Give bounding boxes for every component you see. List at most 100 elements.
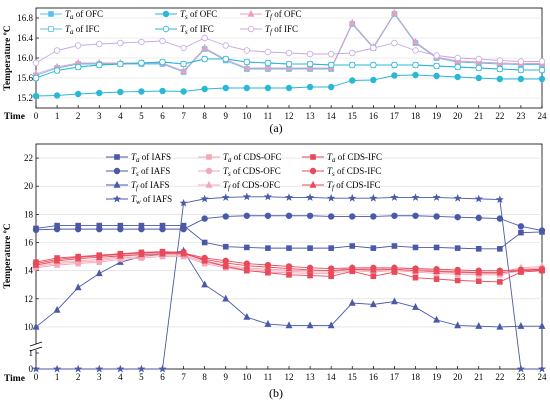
data-point-ts_ofc [517, 75, 525, 83]
series-tf_cds_ifc [32, 249, 546, 276]
data-point-tw_iafs [369, 193, 378, 202]
panel-b-x-tick-label: 4 [118, 372, 123, 382]
data-point-ts_ifc [96, 61, 103, 69]
data-point-tf_ofc [306, 63, 314, 71]
data-point-tf_ifc [180, 44, 187, 52]
data-point-ts_iafs [370, 213, 377, 220]
data-point-tf_ofc [348, 18, 356, 26]
data-point-tf_cds_ifc [285, 264, 293, 272]
data-point-ts_iafs [201, 215, 208, 222]
data-point-ts_iafs [454, 213, 461, 221]
data-point-ts_ofc [180, 88, 187, 95]
data-point-ts_ifc [117, 60, 124, 68]
data-point-ts_ifc [32, 74, 40, 82]
panel-b-y-axis-label: Temperature ºC [3, 223, 13, 288]
data-point-ta_iafs [349, 243, 356, 249]
data-point-ts_ifc [391, 61, 398, 69]
data-point-ts_ifc [517, 66, 525, 74]
panel-a-x-tick-label: 24 [538, 111, 548, 121]
data-point-ts_ofc [159, 87, 166, 95]
legend-swatch-marker [309, 167, 317, 175]
data-point-tf_iafs [306, 321, 314, 329]
legend-label-tf_ofc: Tf of OFC [265, 9, 301, 21]
panel-b-x-tick-label: 2 [76, 372, 81, 382]
panel-b-y-tick-label: 14 [24, 266, 34, 276]
data-point-tf_ifc [454, 54, 461, 62]
data-point-tf_iafs [369, 300, 377, 308]
data-point-ts_ofc [433, 72, 440, 80]
data-point-ts_iafs [391, 212, 398, 219]
data-point-tf_ofc [264, 63, 272, 71]
data-point-ts_ifc [412, 61, 419, 69]
axis-break-mark [29, 346, 43, 352]
legend-swatch-marker [112, 194, 122, 203]
data-point-ts_ifc [454, 63, 461, 71]
data-point-tf_ifc [285, 49, 293, 57]
data-point-ta_cds_ifc [265, 269, 271, 276]
data-point-tf_ifc [496, 57, 504, 64]
data-point-ta_cds_ifc [370, 273, 377, 280]
data-point-tw_iafs [263, 192, 272, 201]
data-point-tf_cds_ifc [116, 251, 124, 259]
data-point-ts_ofc [285, 84, 293, 92]
data-point-ts_iafs [159, 225, 166, 233]
data-point-tf_cds_ifc [264, 262, 272, 270]
panel-b-x-tick-label: 14 [327, 372, 337, 382]
data-point-ta_cds_ifc [286, 272, 292, 278]
legend-label-ta_cds_ofc: Ta of CDS-OFC [223, 152, 282, 164]
data-point-tw_iafs [537, 364, 547, 373]
data-point-tf_ifc [96, 40, 103, 48]
panel-b-x-tick-label: 21 [474, 372, 483, 382]
panel-b-x-tick-label: 18 [411, 372, 421, 382]
data-point-tw_iafs [158, 364, 167, 373]
panel-b-x-tick-label: 0 [34, 372, 39, 382]
data-point-tf_iafs [201, 280, 209, 288]
panel-b-x-tick-label: 13 [306, 372, 316, 382]
legend-item-tw_iafs: Tw of IAFS [106, 194, 172, 206]
data-point-ts_ifc [159, 58, 166, 66]
data-point-ts_ofc [391, 72, 398, 79]
data-point-tf_cds_ifc [433, 267, 441, 275]
panel-a-legend: Ta of OFC Ts of OFC Tf of OFC Ta of IFC Ts o… [40, 9, 301, 36]
data-point-tw_iafs [137, 364, 146, 373]
data-point-tf_ifc [327, 50, 335, 58]
data-point-ta_cds_ifc [244, 267, 250, 274]
data-point-tf_cds_ifc [475, 268, 483, 276]
panel-a-y-tick-label: 15.2 [17, 93, 33, 103]
data-point-ts_ifc [243, 58, 251, 66]
data-point-tf_iafs [348, 298, 356, 306]
panel-a-series [32, 8, 546, 100]
data-point-tw_iafs [31, 364, 41, 373]
data-point-tf_ifc [412, 47, 419, 54]
data-point-ts_ifc [138, 59, 145, 67]
panel-b-y-tick-label: 18 [24, 209, 34, 219]
data-point-ta_iafs [286, 245, 292, 251]
data-point-tf_ifc [475, 55, 482, 63]
data-point-tw_iafs [95, 364, 104, 373]
data-point-ts_iafs [222, 213, 229, 220]
panel-a-y-tick-label: 16.0 [17, 53, 33, 63]
data-point-ts_ofc [475, 74, 482, 82]
series-ts_iafs [32, 212, 546, 234]
data-point-ta_iafs [201, 239, 208, 246]
panel-a-y-tick-label: 16.4 [17, 33, 33, 43]
data-point-tw_iafs [53, 364, 62, 373]
data-point-tf_cds_ifc [243, 261, 251, 269]
panel-a-x-tick-label: 7 [181, 111, 186, 121]
panel-a-x-tick-label: 22 [495, 111, 504, 121]
data-point-ts_iafs [412, 212, 419, 219]
data-point-ts_iafs [327, 213, 335, 220]
data-point-tf_iafs [496, 322, 504, 330]
data-point-ts_iafs [264, 212, 272, 219]
panel-b-x-tick-label: 6 [160, 372, 165, 382]
legend-label-ts_cds_ofc: Ts of CDS-OFC [223, 166, 281, 178]
panel-a-x-tick-label: 8 [202, 111, 207, 121]
data-point-tw_iafs [348, 193, 357, 202]
legend-label-ta_cds_ifc: Ta of CDS-IFC [327, 152, 382, 164]
data-point-ts_iafs [433, 213, 440, 220]
legend-label-ts_ofc: Ts of OFC [180, 9, 217, 21]
data-point-tw_iafs [116, 364, 125, 373]
data-point-tf_iafs [412, 303, 419, 310]
